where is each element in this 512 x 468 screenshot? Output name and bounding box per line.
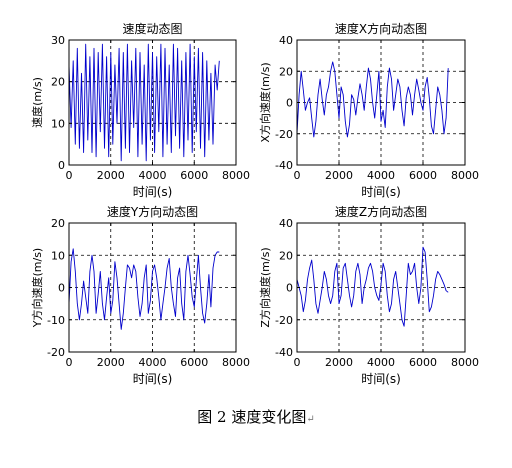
- chart-2-xlabel: 时间(s): [361, 185, 401, 199]
- chart-4-ytick-label: 40: [279, 217, 293, 230]
- chart-3-title: 速度Y方向动态图: [107, 204, 198, 219]
- chart-2-ytick-label: -40: [275, 159, 293, 172]
- chart-3-ytick-label: -10: [47, 314, 65, 327]
- chart-4-xtick-label: 2000: [325, 356, 353, 369]
- chart-1-ytick-label: 10: [51, 117, 65, 130]
- chart-1-xtick-label: 2000: [97, 169, 125, 182]
- chart-3-ytick-label: -20: [47, 346, 65, 359]
- figure-caption: 图 2 速度变化图↵: [0, 406, 512, 427]
- chart-1-series-line: [68, 43, 220, 162]
- chart-4-xtick-label: 4000: [367, 356, 395, 369]
- chart-4-xtick-label: 0: [294, 356, 301, 369]
- chart-4-series-line: [296, 246, 449, 327]
- chart-3-xtick-label: 8000: [222, 356, 250, 369]
- chart-2-ytick-label: 0: [286, 97, 293, 110]
- chart-4-ytick-label: -20: [275, 314, 293, 327]
- chart-1-ytick-label: 0: [58, 159, 65, 172]
- chart-panel-speed-z: 0 2000 4000 6000 8000 -40 -20 0 20 40 速度Z方向动态图时间(s…: [258, 204, 479, 386]
- chart-4-ylabel: Z方向速度(m/s): [258, 247, 272, 327]
- chart-panel-speed-x: 0 2000 4000 6000 8000 -40 -20 0 20 40 速度X方向动态图时间(s…: [258, 21, 479, 199]
- chart-2-ylabel: X方向速度(m/s): [258, 62, 272, 142]
- chart-1-ytick-label: 20: [51, 76, 65, 89]
- chart-1-xtick-label: 8000: [222, 169, 250, 182]
- chart-4-ytick-label: 20: [279, 249, 293, 262]
- chart-1-xtick-label: 0: [66, 169, 73, 182]
- chart-1-xtick-label: 6000: [180, 169, 208, 182]
- chart-3-ytick-label: 0: [58, 282, 65, 295]
- chart-3-xtick-label: 6000: [180, 356, 208, 369]
- chart-2-series-line: [296, 61, 449, 138]
- chart-2-ytick-label: 20: [279, 65, 293, 78]
- chart-2-xtick-label: 8000: [451, 169, 479, 182]
- chart-3-xtick-label: 4000: [139, 356, 167, 369]
- chart-1-xlabel: 时间(s): [133, 185, 173, 199]
- chart-3-xtick-label: 2000: [97, 356, 125, 369]
- figure-canvas: 0 2000 4000 6000 80000102030速度动态图时间(s)速度(m/s…: [30, 21, 479, 386]
- chart-3-ylabel: Y方向速度(m/s): [30, 248, 44, 328]
- chart-4-title: 速度Z方向动态图: [335, 204, 427, 219]
- figure-caption-text: 图 2 速度变化图: [197, 408, 307, 426]
- chart-4-xlabel: 时间(s): [361, 372, 401, 386]
- chart-4-xtick-label: 6000: [409, 356, 437, 369]
- chart-3-series-line: [68, 248, 220, 330]
- chart-1-ylabel: 速度(m/s): [30, 77, 44, 128]
- chart-2-xtick-label: 6000: [409, 169, 437, 182]
- chart-3-ytick-label: 10: [51, 249, 65, 262]
- chart-panel-speed-y: 0 2000 4000 6000 8000 -20 -10 0 10 20 速度Y方向动态图时间(s…: [30, 204, 250, 386]
- chart-3-xlabel: 时间(s): [133, 372, 173, 386]
- chart-2-xtick-label: 4000: [367, 169, 395, 182]
- chart-2-xtick-label: 0: [294, 169, 301, 182]
- chart-3-xtick-label: 0: [66, 356, 73, 369]
- chart-2-title: 速度X方向动态图: [335, 21, 427, 36]
- chart-2-ytick-label: -20: [275, 128, 293, 141]
- chart-3-ytick-label: 20: [51, 217, 65, 230]
- chart-2-ytick-label: 40: [279, 34, 293, 47]
- chart-4-ytick-label: 0: [286, 282, 293, 295]
- chart-4-xtick-label: 8000: [451, 356, 479, 369]
- chart-4-ytick-label: -40: [275, 346, 293, 359]
- caption-return-mark: ↵: [306, 414, 315, 425]
- chart-1-title: 速度动态图: [122, 21, 182, 36]
- chart-1-xtick-label: 4000: [139, 169, 167, 182]
- chart-2-xtick-label: 2000: [325, 169, 353, 182]
- chart-1-ytick-label: 30: [51, 34, 65, 47]
